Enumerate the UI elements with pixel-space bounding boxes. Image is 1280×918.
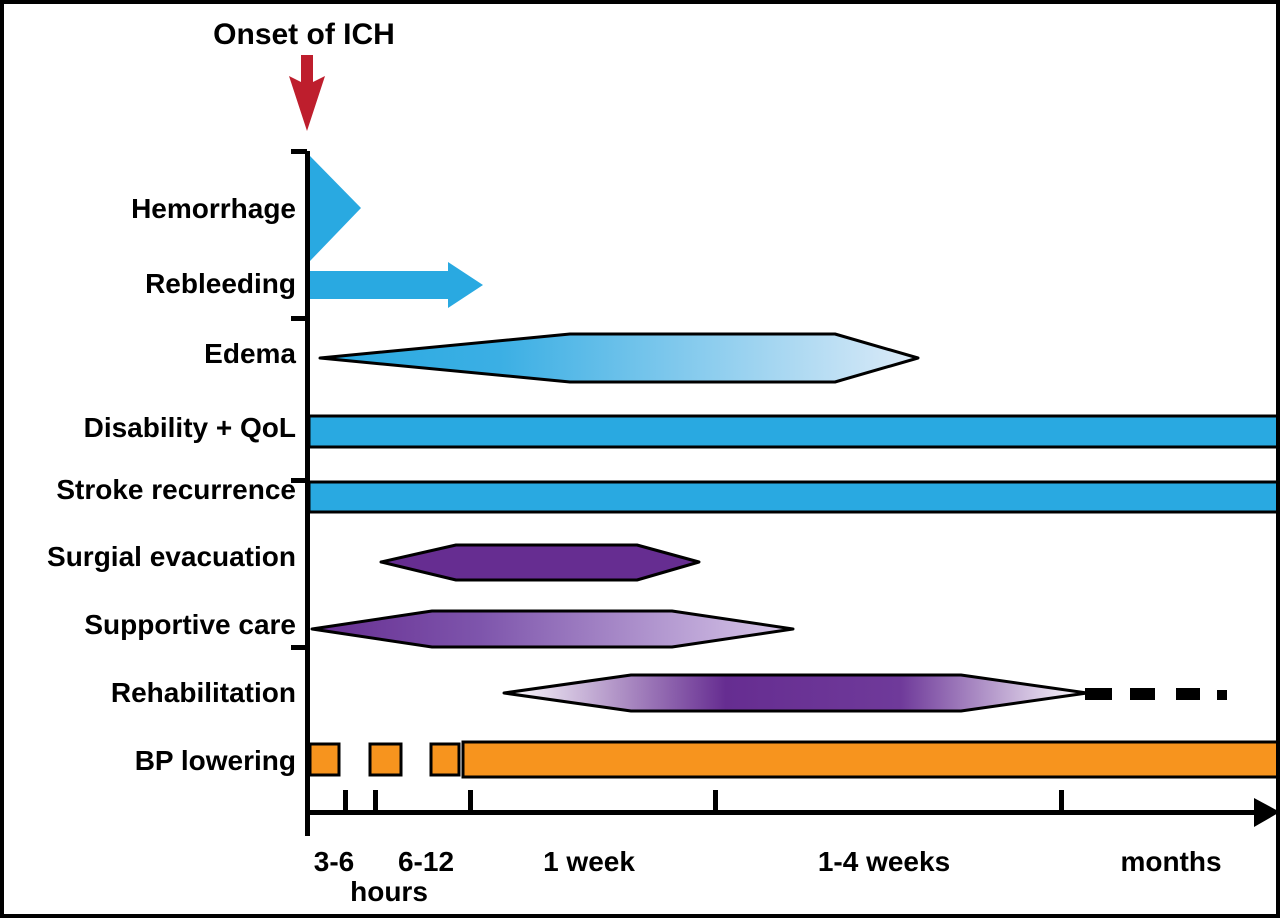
row-label-rehabilitation: Rehabilitation xyxy=(110,677,296,708)
row-label-rebleeding: Rebleeding xyxy=(145,268,296,299)
disability-qol-bar xyxy=(307,414,1276,449)
bp-lowering-continuous-bar xyxy=(461,740,1276,779)
axis-label-1-4-weeks: 1-4 weeks xyxy=(817,846,951,877)
bp-lowering-pulse-2 xyxy=(368,742,403,777)
axis-tick-top xyxy=(291,149,307,154)
axis-label-3-6: 3-6 xyxy=(313,846,355,877)
supportive-care-hexagon-shape xyxy=(310,609,795,649)
axis-tick-2 xyxy=(291,316,307,321)
hemorrhage-arrowhead-shape xyxy=(310,156,361,261)
figure-title: Onset of ICH xyxy=(213,18,395,51)
row-label-bp-lowering: BP lowering xyxy=(134,745,296,776)
rehab-dash-3 xyxy=(1176,688,1200,700)
time-tick-1 xyxy=(343,790,348,810)
edema-hexagon-shape xyxy=(318,332,920,384)
row-label-disability-qol: Disability + QoL xyxy=(83,412,296,443)
bp-lowering-pulse-3 xyxy=(429,742,461,777)
time-axis-arrowhead-icon xyxy=(1254,798,1276,827)
time-axis-line xyxy=(307,810,1257,815)
rehab-dash-2 xyxy=(1130,688,1155,700)
axis-label-hours: hours xyxy=(350,876,428,907)
axis-tick-3 xyxy=(291,478,307,483)
time-tick-4 xyxy=(713,790,718,810)
row-label-edema: Edema xyxy=(204,338,296,369)
row-label-surgical-evacuation: Surgial evacuation xyxy=(47,541,296,572)
row-label-hemorrhage: Hemorrhage xyxy=(131,193,296,224)
rehab-dash-4 xyxy=(1217,690,1227,700)
onset-down-arrow-icon xyxy=(289,55,325,131)
bp-lowering-pulse-1 xyxy=(308,742,341,777)
axis-tick-4 xyxy=(291,645,307,650)
time-tick-2 xyxy=(373,790,378,810)
time-tick-3 xyxy=(468,790,473,810)
row-label-supportive-care: Supportive care xyxy=(84,609,296,640)
time-tick-5 xyxy=(1059,790,1064,810)
rehab-dash-1 xyxy=(1085,688,1112,700)
surgical-evacuation-hexagon-shape xyxy=(379,543,701,582)
timeline-shapes-canvas xyxy=(289,55,1276,836)
axis-label-6-12: 6-12 xyxy=(397,846,455,877)
stroke-recurrence-bar xyxy=(307,480,1276,514)
rebleeding-arrow-shape xyxy=(310,262,483,308)
axis-label-months: months xyxy=(1120,846,1222,877)
axis-label-1-week: 1 week xyxy=(543,846,635,877)
row-label-stroke-recurrence: Stroke recurrence xyxy=(56,474,296,505)
rehabilitation-hexagon-shape xyxy=(502,673,1089,713)
